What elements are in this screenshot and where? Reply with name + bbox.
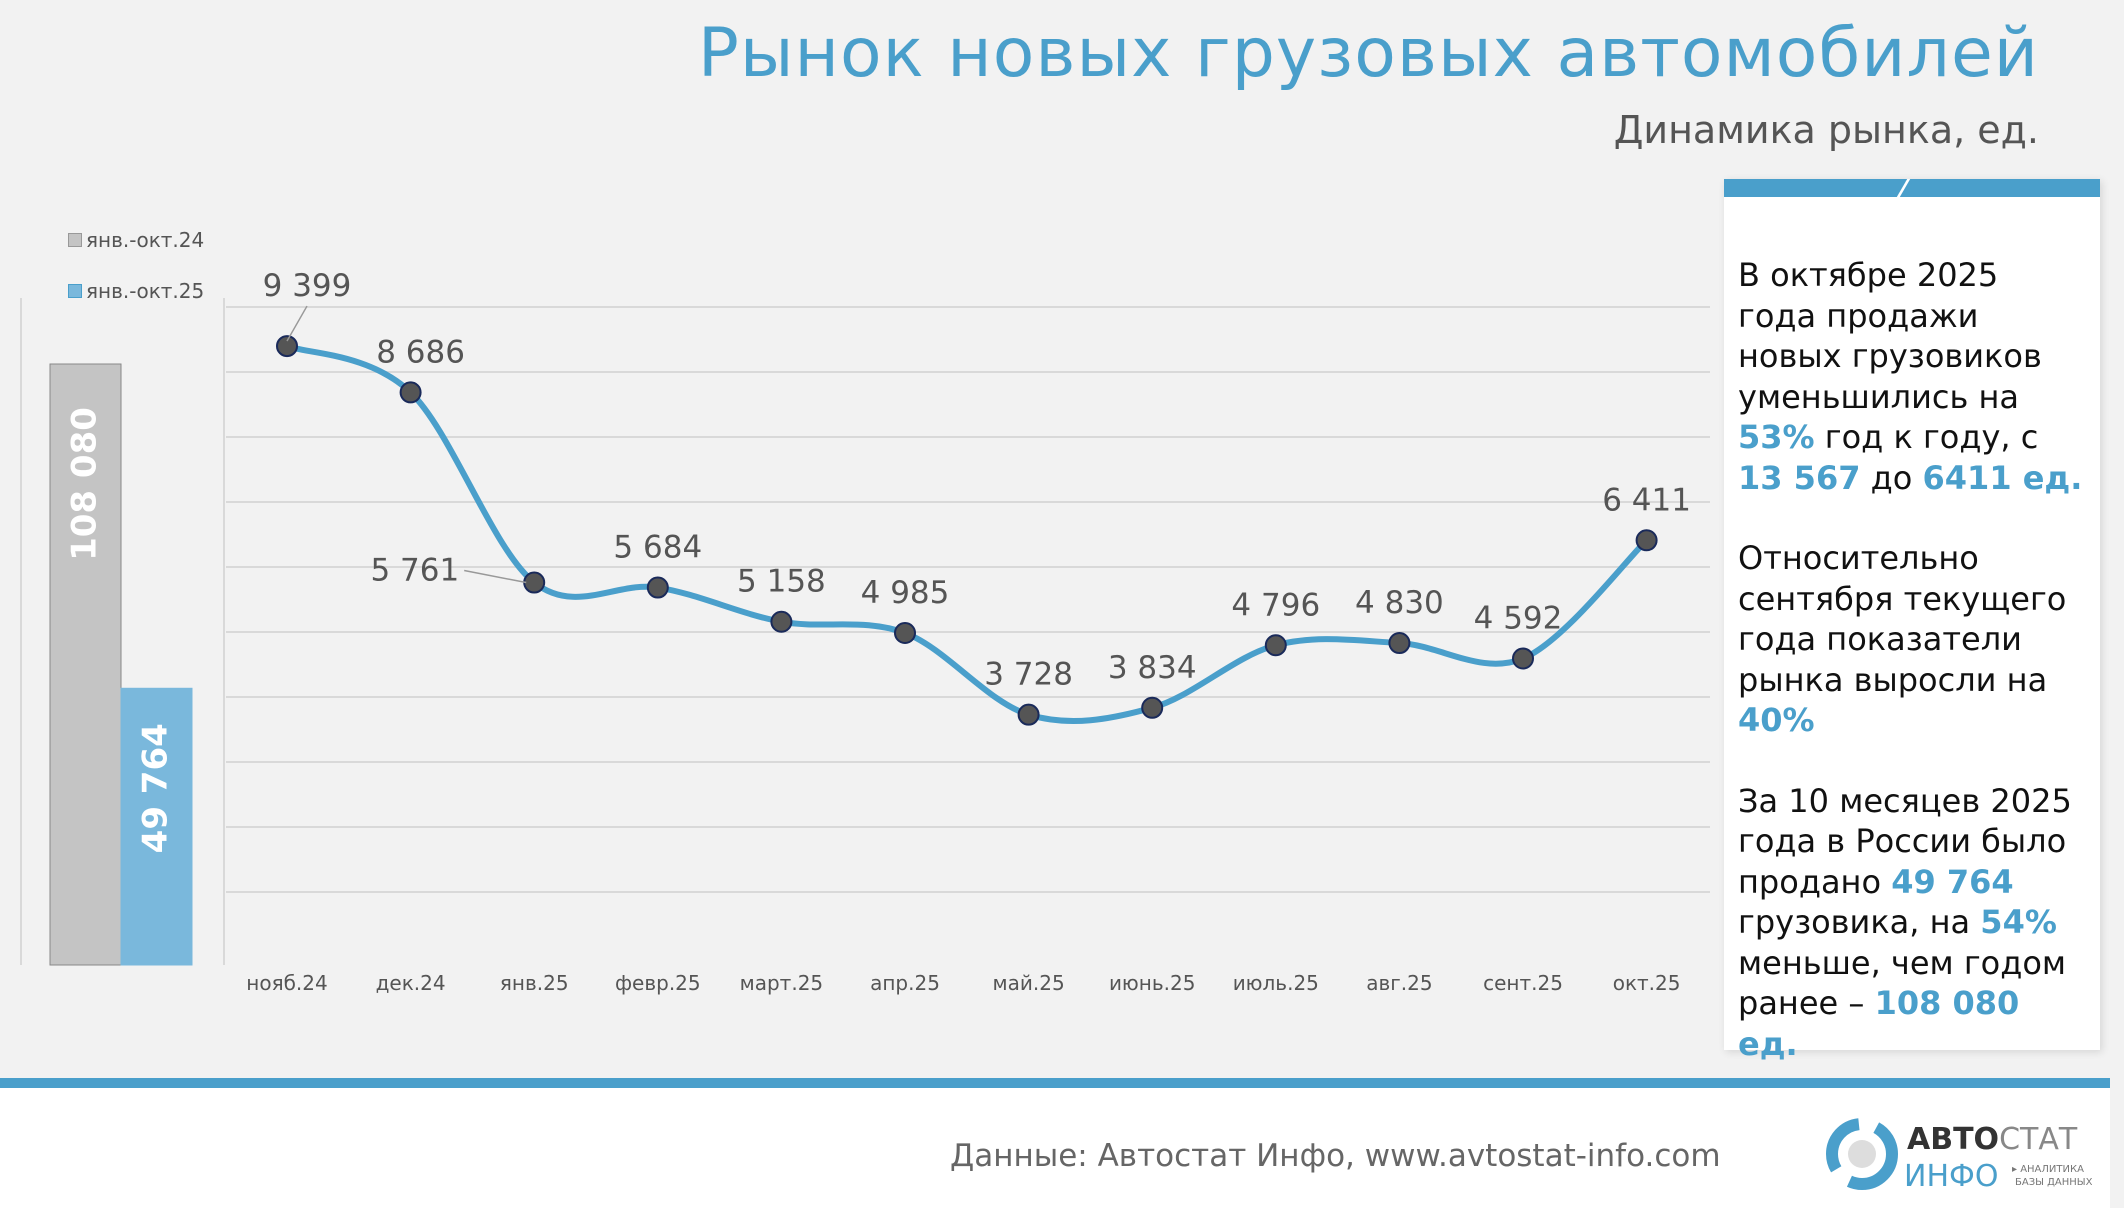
svg-text:ИНФО: ИНФО: [1904, 1159, 1998, 1194]
data-source: Данные: Автостат Инфо, www.avtostat-info…: [950, 1138, 1721, 1174]
data-point: [894, 621, 916, 644]
bar-value-label: 49 764: [136, 723, 176, 853]
data-label: 3 834: [1108, 650, 1197, 686]
x-tick-label: февр.25: [615, 971, 701, 995]
bar-value-label: 108 080: [65, 407, 105, 561]
x-tick-label: июнь.25: [1109, 971, 1196, 995]
x-tick-label: июль.25: [1233, 971, 1319, 995]
data-point: [1635, 529, 1658, 552]
data-label: 5 761: [370, 553, 459, 589]
data-point: [1264, 634, 1287, 657]
data-point: [276, 335, 298, 358]
avtostat-logo: АВТОСТАТ ИНФО ▸ АНАЛИТИКА БАЗЫ ДАННЫХ: [1822, 1114, 2093, 1194]
data-point: [770, 610, 793, 633]
summary-paragraph-3: За 10 месяцев 2025 года в России было пр…: [1738, 781, 2072, 1063]
logo-ring-icon: АВТОСТАТ ИНФО ▸ АНАЛИТИКА БАЗЫ ДАННЫХ: [1826, 1118, 2093, 1194]
chart-area: 108 080 49 764 нояб.24 9 399 дек.24 8 686 янв.…: [20, 268, 1710, 995]
x-tick-label: дек.24: [376, 971, 446, 995]
x-tick-label: март.25: [740, 971, 824, 995]
data-label: 5 158: [737, 564, 826, 600]
x-tick-label: апр.25: [870, 971, 940, 995]
data-label: 9 399: [263, 268, 352, 304]
data-point: [1141, 696, 1164, 719]
legend-item-curr: янв.-окт.25: [68, 279, 204, 303]
footer: Данные: Автостат Инфо, www.avtostat-info…: [0, 1078, 2110, 1208]
bar-1: [120, 687, 193, 966]
label-leader: [464, 569, 527, 584]
data-label: 4 830: [1355, 585, 1444, 621]
data-label: 4 592: [1474, 601, 1563, 637]
legend-label: янв.-окт.25: [86, 279, 205, 303]
summary-paragraph-1: В октябре 2025 года продажи новых грузов…: [1738, 256, 2083, 497]
data-point: [1388, 632, 1411, 655]
legend-label: янв.-окт.24: [86, 228, 205, 252]
legend-item-prev: янв.-окт.24: [68, 228, 204, 252]
x-tick-label: май.25: [993, 971, 1065, 995]
x-tick-label: авг.25: [1366, 971, 1432, 995]
data-point: [399, 381, 422, 404]
summary-textbox: В октябре 2025 года продажи новых грузов…: [1724, 179, 2100, 1063]
x-tick-label: сент.25: [1483, 971, 1563, 995]
data-label: 4 985: [861, 575, 950, 611]
data-point: [646, 576, 669, 599]
x-tick-label: нояб.24: [246, 971, 327, 995]
x-tick-label: окт.25: [1613, 971, 1681, 995]
page-subtitle: Динамика рынка, ед.: [1613, 108, 2039, 152]
legend-swatch: [68, 233, 82, 247]
data-label: 4 796: [1231, 587, 1320, 623]
bar-0: [49, 363, 122, 966]
data-label: 6 411: [1602, 482, 1691, 518]
data-point: [1512, 647, 1534, 670]
summary-paragraph-2: Относительно сентября текущего года пока…: [1738, 539, 2067, 739]
legend-swatch: [68, 284, 82, 298]
data-point: [1017, 703, 1040, 726]
data-point: [523, 571, 546, 594]
data-label: 3 728: [984, 657, 1073, 693]
x-tick-label: янв.25: [500, 971, 569, 995]
data-label: 8 686: [376, 334, 465, 370]
page-title: Рынок новых грузовых автомобилей: [697, 14, 2039, 93]
svg-text:▸ АНАЛИТИКА: ▸ АНАЛИТИКА: [2012, 1164, 2084, 1175]
label-leader: [286, 305, 308, 342]
svg-text:БАЗЫ ДАННЫХ: БАЗЫ ДАННЫХ: [2015, 1177, 2092, 1188]
svg-text:АВТОСТАТ: АВТОСТАТ: [1907, 1122, 2078, 1157]
series-line: [285, 343, 1649, 725]
textbox-header-bar: [1724, 179, 2100, 197]
data-label: 5 684: [613, 530, 702, 566]
